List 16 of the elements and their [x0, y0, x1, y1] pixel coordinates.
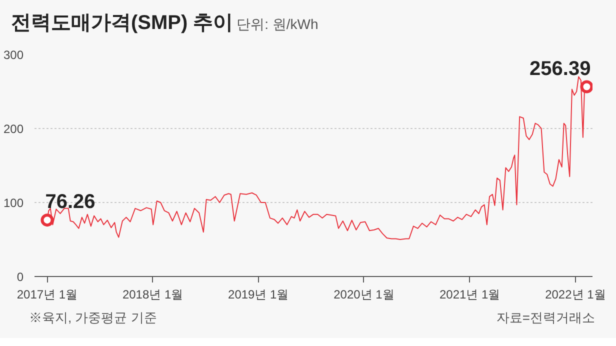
- x-tick-label: 2021년 1월: [440, 288, 500, 302]
- chart-subtitle: 단위: 원/kWh: [236, 16, 318, 32]
- y-tick-label: 300: [3, 48, 24, 62]
- text: ※육지, 가중평균 기준: [29, 309, 157, 327]
- chart-title: 전력도매가격(SMP) 추이: [11, 12, 234, 34]
- y-tick-label: 100: [3, 196, 24, 210]
- annotation: 256.39: [530, 58, 591, 80]
- annotation: 76.26: [45, 191, 96, 214]
- x-tick-label: 2022년 1월: [545, 288, 606, 302]
- x-tick-label: 2020년 1월: [334, 288, 394, 302]
- x-tick-label: 2019년 1월: [228, 288, 289, 302]
- text: 자료=전력거래소: [496, 309, 595, 327]
- y-tick-label: 0: [16, 270, 24, 284]
- x-tick-label: 2018년 1월: [122, 288, 184, 302]
- x-tick-label: 2017년 1월: [16, 288, 78, 302]
- y-tick-label: 200: [3, 122, 24, 136]
